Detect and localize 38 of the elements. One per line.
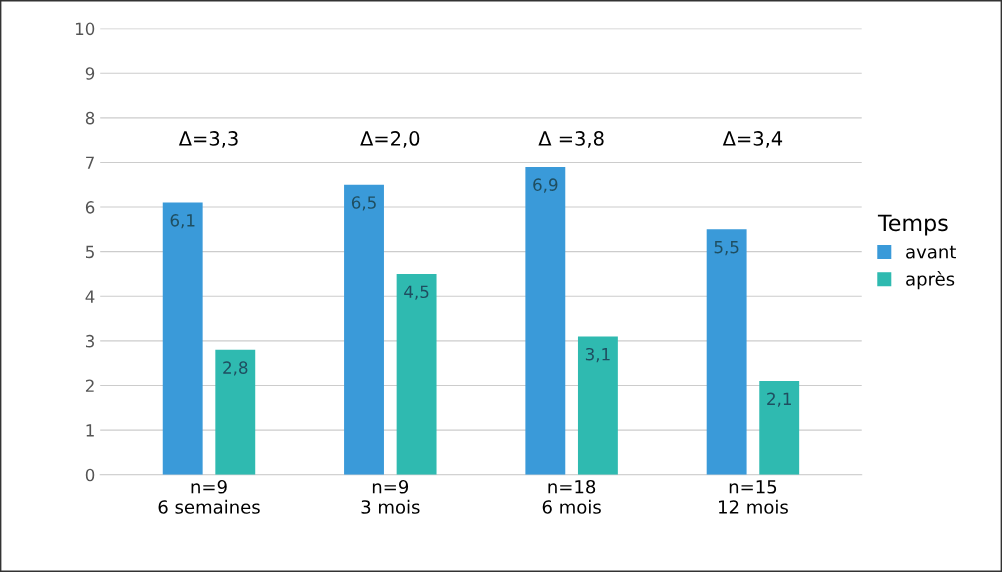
bar xyxy=(759,381,800,475)
bar xyxy=(577,336,618,475)
x-tick-label: n=18 6 mois xyxy=(542,479,601,514)
bar xyxy=(162,202,203,475)
bar xyxy=(344,184,384,475)
y-tick-label: 3 xyxy=(86,334,94,348)
y-tick-label: 0 xyxy=(85,468,95,482)
y-tick-label: 5 xyxy=(86,245,94,259)
data-label: 2,8 xyxy=(223,361,248,376)
bar xyxy=(215,349,256,475)
legend-label: avant xyxy=(906,245,956,259)
bar xyxy=(396,273,437,475)
y-tick-label: 6 xyxy=(85,201,95,214)
annotation: Δ=3,4 xyxy=(722,131,783,148)
data-label: 4,5 xyxy=(404,285,429,300)
data-label: 6,9 xyxy=(533,178,558,193)
annotation: Δ =3,8 xyxy=(538,131,604,148)
y-tick-label: 1 xyxy=(86,424,94,437)
y-tick-label: 4 xyxy=(85,290,95,303)
data-label: 2,1 xyxy=(767,392,791,407)
legend-label: après xyxy=(906,271,955,290)
x-tick-label: n=9 6 semaines xyxy=(158,479,260,514)
legend-title: Temps xyxy=(877,214,948,236)
bar xyxy=(525,166,566,475)
y-tick-label: 2 xyxy=(85,379,94,392)
y-tick-label: 9 xyxy=(85,67,95,80)
data-label: 6,5 xyxy=(351,196,376,211)
data-label: 3,1 xyxy=(585,347,610,363)
x-tick-label: n=15 12 mois xyxy=(719,480,788,514)
data-label: 5,5 xyxy=(714,241,739,256)
annotation: Δ=2,0 xyxy=(360,131,420,148)
annotation: Δ=3,3 xyxy=(178,131,238,148)
x-tick-label: n=9 3 mois xyxy=(361,479,420,514)
bar xyxy=(706,229,747,475)
data-label: 6,1 xyxy=(170,214,195,229)
y-tick-label: 10 xyxy=(75,22,95,36)
y-tick-label: 8 xyxy=(85,111,95,125)
y-tick-label: 7 xyxy=(86,156,94,169)
